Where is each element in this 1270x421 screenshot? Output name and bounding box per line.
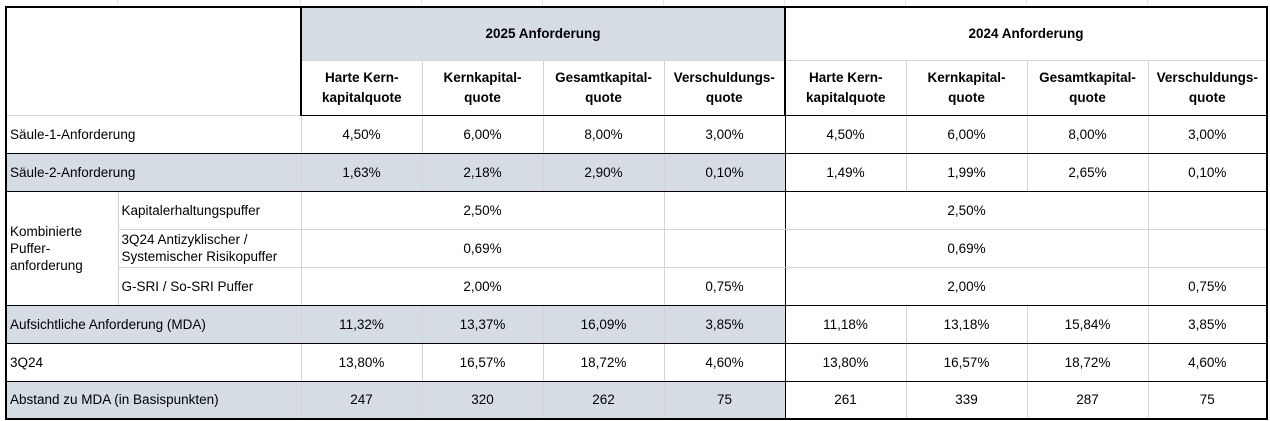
value-cell: 16,09%	[542, 304, 665, 344]
value-cell: 4,60%	[663, 342, 786, 382]
col-header-2024-hkq: Harte Kern-kapitalquote	[784, 59, 907, 116]
table-row: G-SRI / So-SRI Puffer 2,00% 0,75% 2,00% …	[6, 266, 1268, 306]
value-cell: 16,57%	[905, 342, 1028, 382]
value-cell	[663, 228, 786, 268]
value-cell: 6,00%	[905, 114, 1028, 154]
table-row: Abstand zu MDA (in Basispunkten) 247 320…	[5, 380, 1268, 420]
row-label-antizyklisch: 3Q24 Antizyklischer / Systemischer Risiko…	[117, 228, 302, 268]
row-label-saeule2: Säule-2-Anforderung	[5, 152, 302, 192]
value-cell: 0,69%	[300, 228, 665, 268]
col-header-2024-kkq: Kernkapital-quote	[905, 59, 1028, 116]
value-cell: 11,32%	[300, 304, 423, 344]
value-cell: 8,00%	[1026, 114, 1149, 154]
corner-cell	[5, 6, 302, 116]
value-cell: 13,18%	[905, 304, 1028, 344]
row-label-abstand: Abstand zu MDA (in Basispunkten)	[5, 380, 302, 420]
row-label-kapitalerhaltung: Kapitalerhaltungspuffer	[117, 190, 302, 230]
table-row: 3Q24 Antizyklischer / Systemischer Risiko…	[6, 228, 1268, 268]
value-cell: 13,37%	[421, 304, 544, 344]
value-cell: 3,00%	[1147, 114, 1268, 154]
row-label-3q24: 3Q24	[5, 342, 302, 382]
value-cell: 0,75%	[1147, 266, 1268, 306]
value-cell: 0,10%	[1147, 152, 1268, 192]
value-cell: 8,00%	[542, 114, 665, 154]
value-cell: 339	[905, 380, 1028, 420]
table-row: Aufsichtliche Anforderung (MDA) 11,32% 1…	[5, 304, 1268, 344]
value-cell: 4,50%	[300, 114, 423, 154]
row-label-kombiniert: Kombinierte Puffer-anforderung	[5, 190, 119, 306]
value-cell: 4,50%	[784, 114, 907, 154]
col-header-2025-hkq: Harte Kern-kapitalquote	[300, 59, 423, 116]
value-cell: 247	[300, 380, 423, 420]
value-cell: 13,80%	[300, 342, 423, 382]
value-cell: 2,65%	[1026, 152, 1149, 192]
value-cell: 0,69%	[784, 228, 1149, 268]
value-cell: 18,72%	[542, 342, 665, 382]
value-cell: 1,99%	[905, 152, 1028, 192]
value-cell: 75	[1147, 380, 1268, 420]
col-header-2024-gkq: Gesamtkapital-quote	[1026, 59, 1149, 116]
value-cell: 2,00%	[300, 266, 665, 306]
value-cell: 6,00%	[421, 114, 544, 154]
group-header-2024: 2024 Anforderung	[784, 6, 1268, 61]
col-header-2025-vq: Verschuldungs-quote	[663, 59, 786, 116]
value-cell: 320	[421, 380, 544, 420]
value-cell: 0,75%	[663, 266, 786, 306]
row-label-gsri: G-SRI / So-SRI Puffer	[117, 266, 302, 306]
value-cell: 287	[1026, 380, 1149, 420]
col-header-2024-vq: Verschuldungs-quote	[1147, 59, 1268, 116]
capital-requirements-table: 2025 Anforderung 2024 Anforderung Harte …	[5, 6, 1268, 420]
value-cell: 11,18%	[784, 304, 907, 344]
value-cell: 2,00%	[784, 266, 1149, 306]
table-row: Kombinierte Puffer-anforderung Kapitalerh…	[5, 190, 1268, 306]
value-cell: 3,85%	[1147, 304, 1268, 344]
value-cell: 2,50%	[300, 190, 665, 230]
value-cell	[1147, 190, 1268, 230]
value-cell: 261	[784, 380, 907, 420]
value-cell: 15,84%	[1026, 304, 1149, 344]
value-cell: 75	[663, 380, 786, 420]
value-cell: 3,00%	[663, 114, 786, 154]
value-cell: 2,18%	[421, 152, 544, 192]
value-cell: 2,90%	[542, 152, 665, 192]
value-cell: 1,63%	[300, 152, 423, 192]
value-cell	[663, 190, 786, 230]
table-row: 3Q24 13,80% 16,57% 18,72% 4,60% 13,80% 1…	[5, 342, 1268, 382]
value-cell: 1,49%	[784, 152, 907, 192]
value-cell: 262	[542, 380, 665, 420]
row-label-mda: Aufsichtliche Anforderung (MDA)	[5, 304, 302, 344]
value-cell: 0,10%	[663, 152, 786, 192]
value-cell: 13,80%	[784, 342, 907, 382]
table-row: Säule-1-Anforderung 4,50% 6,00% 8,00% 3,…	[5, 114, 1268, 154]
group-header-2025: 2025 Anforderung	[300, 6, 786, 61]
value-cell: 4,60%	[1147, 342, 1268, 382]
col-header-2025-gkq: Gesamtkapital-quote	[542, 59, 665, 116]
row-label-saeule1: Säule-1-Anforderung	[5, 114, 302, 154]
col-header-2025-kkq: Kernkapital-quote	[421, 59, 544, 116]
value-cell: 16,57%	[421, 342, 544, 382]
value-cell: 2,50%	[784, 190, 1149, 230]
table-row: Säule-2-Anforderung 1,63% 2,18% 2,90% 0,…	[5, 152, 1268, 192]
value-cell: 3,85%	[663, 304, 786, 344]
value-cell	[1147, 228, 1268, 268]
value-cell: 18,72%	[1026, 342, 1149, 382]
